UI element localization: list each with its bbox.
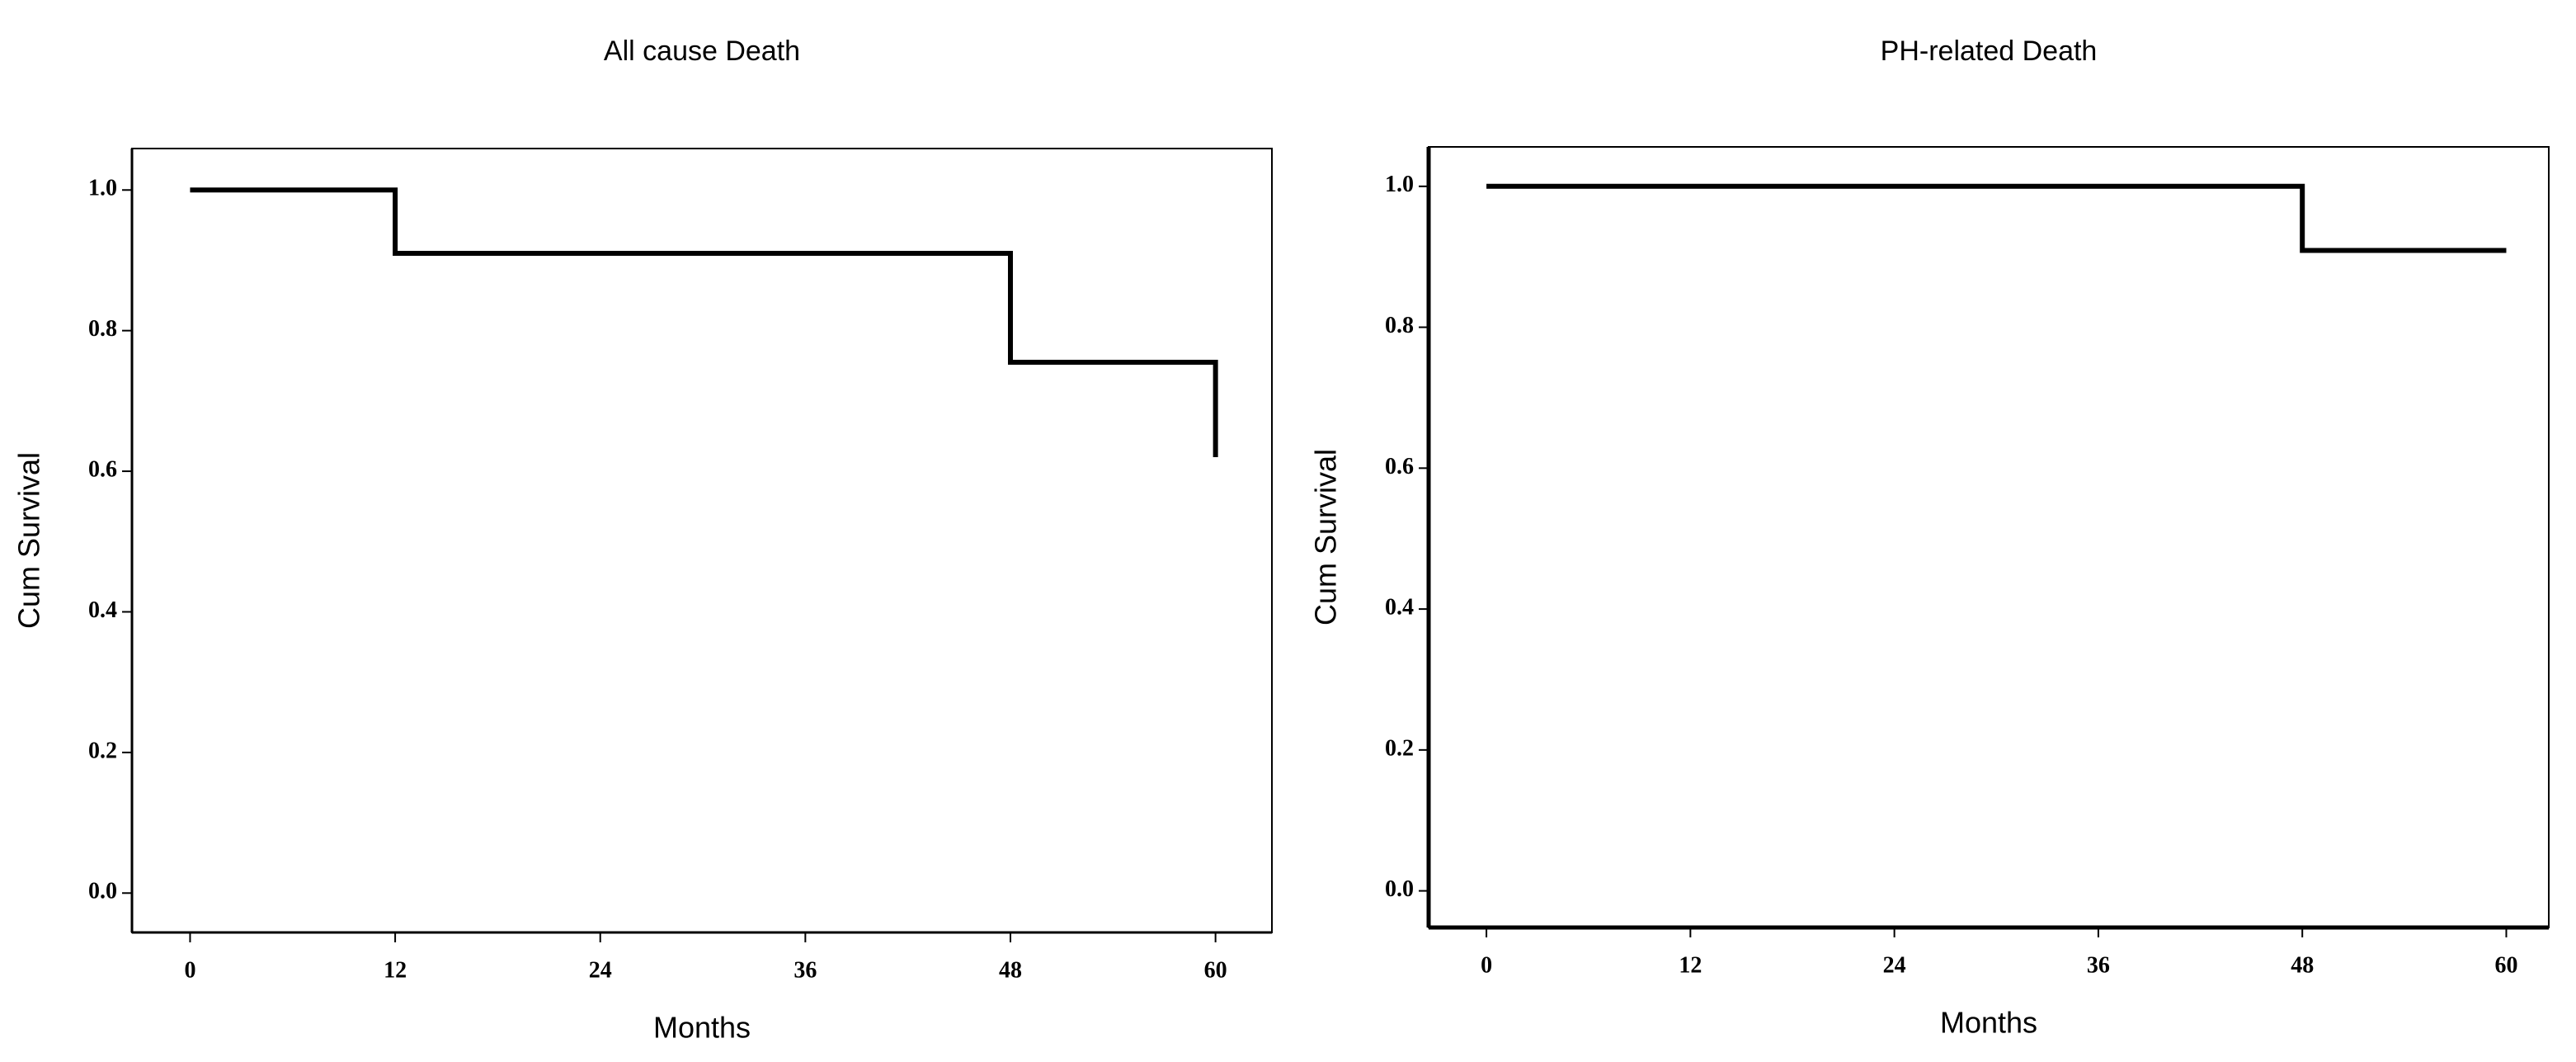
chart-title: PH-related Death	[1881, 35, 2098, 67]
x-tick-label: 48	[999, 957, 1022, 983]
y-tick-label: 0.8	[88, 316, 117, 342]
y-tick-label: 1.0	[1385, 172, 1414, 197]
x-tick-label: 0	[1481, 952, 1492, 978]
plot-frame	[1428, 146, 2550, 928]
x-axis-label: Months	[653, 1011, 751, 1045]
y-tick-label: 0.0	[88, 879, 117, 904]
x-tick-label: 12	[1679, 952, 1702, 978]
x-tick-label: 0	[184, 957, 195, 983]
y-tick-label: 1.0	[88, 176, 117, 201]
y-tick-label: 0.8	[1385, 313, 1414, 338]
y-axis-label: Cum Survival	[1309, 449, 1343, 625]
x-tick-label: 60	[2494, 952, 2517, 978]
y-tick-label: 0.0	[1385, 876, 1414, 902]
x-tick-label: 24	[1883, 952, 1906, 978]
x-tick-label: 60	[1204, 957, 1227, 983]
x-tick-label: 12	[384, 957, 407, 983]
y-tick-label: 0.4	[1385, 595, 1414, 621]
x-tick-label: 36	[2087, 952, 2110, 978]
y-tick-label: 0.6	[88, 456, 117, 482]
x-axis-label: Months	[1940, 1006, 2037, 1040]
survival-curve	[1486, 183, 2507, 253]
y-tick-label: 0.2	[1385, 735, 1414, 761]
y-tick-label: 0.4	[88, 597, 117, 623]
plot-frame	[131, 148, 1273, 933]
x-tick-label: 24	[589, 957, 612, 983]
x-tick-label: 48	[2291, 952, 2314, 978]
chart-title: All cause Death	[604, 35, 800, 67]
y-axis-label: Cum Survival	[12, 452, 46, 629]
y-tick-label: 0.6	[1385, 454, 1414, 479]
survival-curve	[190, 187, 1218, 458]
y-tick-label: 0.2	[88, 738, 117, 763]
x-tick-label: 36	[794, 957, 817, 983]
